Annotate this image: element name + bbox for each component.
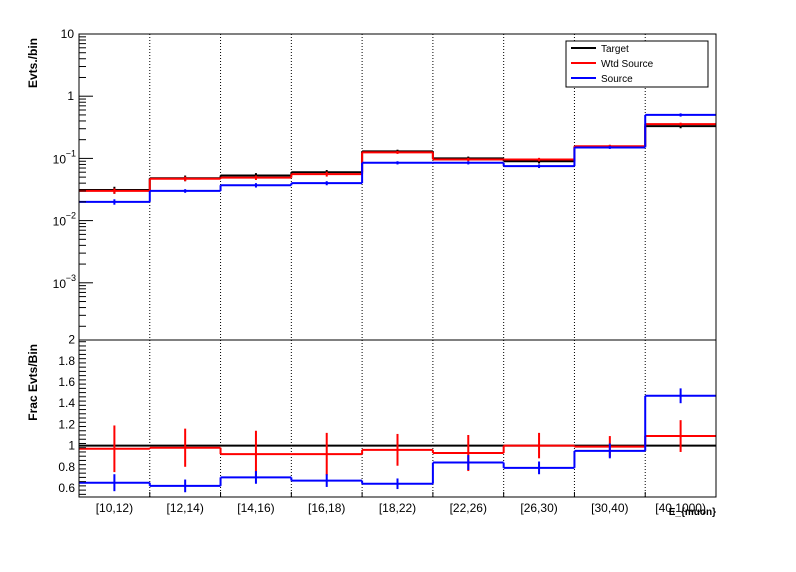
bottom-y-tick-label: 1 <box>68 439 75 453</box>
x-tick-label: [14,16) <box>237 501 274 515</box>
bottom-panel: 2 1.8 1.6 1.4 1.2 1 0.8 0.6 [10,12) [12,14) [14,1… <box>26 333 717 518</box>
bottom-y-tick-label: 1.2 <box>58 417 75 431</box>
bottom-y-tick-label: 0.6 <box>58 481 75 495</box>
legend-items: Target Wtd Source Source <box>571 44 654 85</box>
legend-label-wtd_source: Wtd Source <box>601 59 654 70</box>
x-tick-label: [26,30) <box>520 501 557 515</box>
x-tick-label: [30,40) <box>591 501 628 515</box>
legend-label-target: Target <box>601 44 629 55</box>
bottom-y-tick-label: 1.4 <box>58 396 75 410</box>
top-y-tick-label: 10 <box>53 152 67 166</box>
bottom-y-tick-label: 2 <box>68 333 75 347</box>
top-y-tick-label: 10 <box>53 215 67 229</box>
top-series <box>79 113 716 205</box>
bottom-x-axis-label: E_{muon} <box>669 507 716 518</box>
x-tick-label: [12,14) <box>166 501 203 515</box>
top-y-tick-label: 10 <box>53 277 67 291</box>
legend-label-source: Source <box>601 74 633 85</box>
x-tick-label: [16,18) <box>308 501 345 515</box>
top-y-tick-label: 1 <box>67 89 74 103</box>
legend: Target Wtd Source Source <box>565 40 709 88</box>
top-y-tick-label: 10 <box>61 27 75 41</box>
bottom-y-axis: 2 1.8 1.6 1.4 1.2 1 0.8 0.6 <box>58 333 86 495</box>
bottom-y-tick-label: 0.8 <box>58 460 75 474</box>
top-y-tick-label-exponent: −1 <box>66 148 76 158</box>
top-y-axis-label: Evts./bin <box>26 38 40 88</box>
top-y-tick-label-exponent: −3 <box>66 273 76 283</box>
x-tick-label: [22,26) <box>450 501 487 515</box>
top-y-tick-label-exponent: −2 <box>66 211 76 221</box>
x-tick-label: [18,22) <box>379 501 416 515</box>
bottom-series <box>79 388 716 493</box>
x-tick-label: [40,1000) <box>655 501 706 515</box>
bottom-y-axis-label: Frac Evts/Bin <box>26 344 40 421</box>
bottom-x-axis: [10,12) [12,14) [14,16) [16,18) [18,22) [22,2… <box>78 492 717 515</box>
bottom-y-tick-label: 1.6 <box>58 375 75 389</box>
x-tick-label: [10,12) <box>96 501 133 515</box>
bottom-y-tick-label: 1.8 <box>58 354 75 368</box>
